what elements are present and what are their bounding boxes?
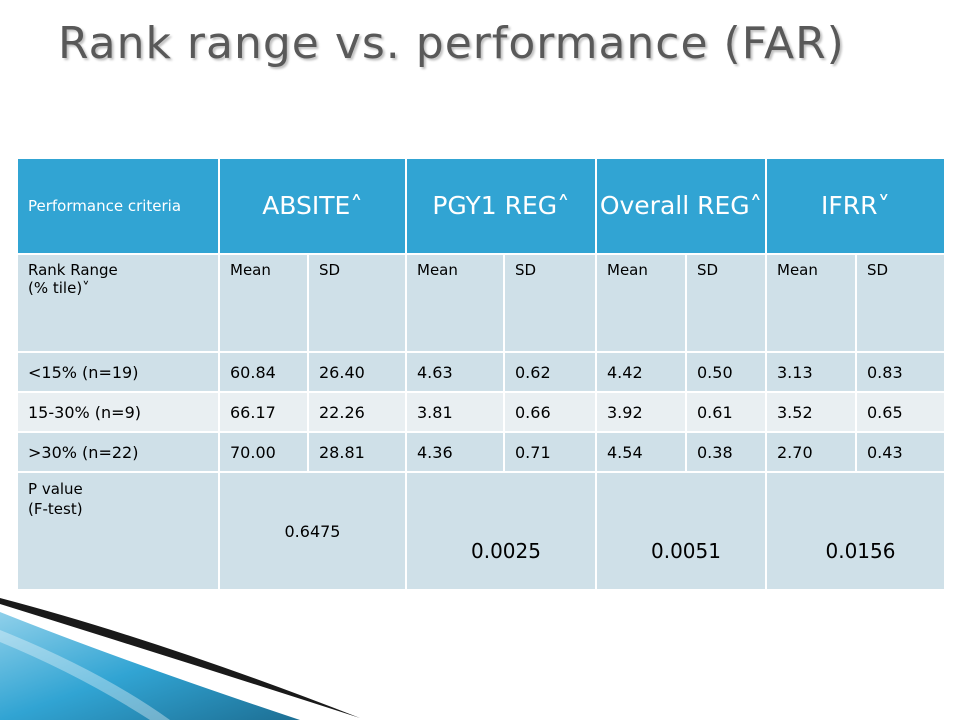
overall-reg-p-value: 0.0051 — [595, 471, 767, 591]
results-table: Performance criteria ABSITE˄ PGY1 REG˄ O… — [16, 157, 946, 591]
table-cell: 0.66 — [503, 391, 597, 433]
mean-header: Mean — [405, 253, 505, 353]
sd-header: SD — [307, 253, 407, 353]
ifrr-p-value: 0.0156 — [765, 471, 946, 591]
table-cell: 0.62 — [503, 351, 597, 393]
table-row: >30% (n=22) 70.00 28.81 4.36 0.71 4.54 0… — [16, 431, 946, 473]
table-cell: 0.50 — [685, 351, 767, 393]
table-cell: 3.52 — [765, 391, 857, 433]
table-cell: 0.38 — [685, 431, 767, 473]
sd-header: SD — [503, 253, 597, 353]
table-cell: 0.61 — [685, 391, 767, 433]
p-value-row: P value (F-test) 0.6475 0.0025 0.0051 0.… — [16, 471, 946, 591]
mean-header: Mean — [218, 253, 309, 353]
table-cell: 28.81 — [307, 431, 407, 473]
table-cell: 4.36 — [405, 431, 505, 473]
slide-title: Rank range vs. performance (FAR) — [58, 18, 845, 69]
sd-header: SD — [685, 253, 767, 353]
table-row: 15-30% (n=9) 66.17 22.26 3.81 0.66 3.92 … — [16, 391, 946, 433]
table-cell: 60.84 — [218, 351, 309, 393]
mean-header: Mean — [765, 253, 857, 353]
table-cell: 0.43 — [855, 431, 946, 473]
p-value-test: (F-test) — [28, 500, 83, 518]
table-cell: 4.63 — [405, 351, 505, 393]
header-row: Performance criteria ABSITE˄ PGY1 REG˄ O… — [16, 157, 946, 255]
absite-header: ABSITE˄ — [218, 157, 407, 255]
rank-range-label: Rank Range — [28, 261, 118, 279]
row-label: <15% (n=19) — [16, 351, 220, 393]
rank-range-unit: (% tile)˅ — [28, 279, 90, 297]
table-cell: 4.42 — [595, 351, 687, 393]
ifrr-header: IFRR˅ — [765, 157, 946, 255]
performance-criteria-header: Performance criteria — [16, 157, 220, 255]
p-value-label: P value (F-test) — [16, 471, 220, 591]
table-cell: 0.83 — [855, 351, 946, 393]
table-cell: 70.00 — [218, 431, 309, 473]
table-cell: 26.40 — [307, 351, 407, 393]
table-cell: 0.71 — [503, 431, 597, 473]
table-cell: 3.92 — [595, 391, 687, 433]
table-cell: 22.26 — [307, 391, 407, 433]
table-row: <15% (n=19) 60.84 26.40 4.63 0.62 4.42 0… — [16, 351, 946, 393]
absite-p-value: 0.6475 — [218, 471, 407, 591]
table-cell: 3.81 — [405, 391, 505, 433]
pgy1-reg-header: PGY1 REG˄ — [405, 157, 597, 255]
row-label: >30% (n=22) — [16, 431, 220, 473]
mean-header: Mean — [595, 253, 687, 353]
row-label: 15-30% (n=9) — [16, 391, 220, 433]
rank-range-header: Rank Range (% tile)˅ — [16, 253, 220, 353]
table-cell: 2.70 — [765, 431, 857, 473]
overall-reg-header: Overall REG˄ — [595, 157, 767, 255]
subheader-row: Rank Range (% tile)˅ Mean SD Mean SD Mea… — [16, 253, 946, 353]
table-cell: 4.54 — [595, 431, 687, 473]
pgy1-reg-p-value: 0.0025 — [405, 471, 597, 591]
table-cell: 3.13 — [765, 351, 857, 393]
table-cell: 66.17 — [218, 391, 309, 433]
sd-header: SD — [855, 253, 946, 353]
decorative-swoosh — [0, 598, 360, 720]
table-cell: 0.65 — [855, 391, 946, 433]
p-value-title: P value — [28, 480, 83, 498]
